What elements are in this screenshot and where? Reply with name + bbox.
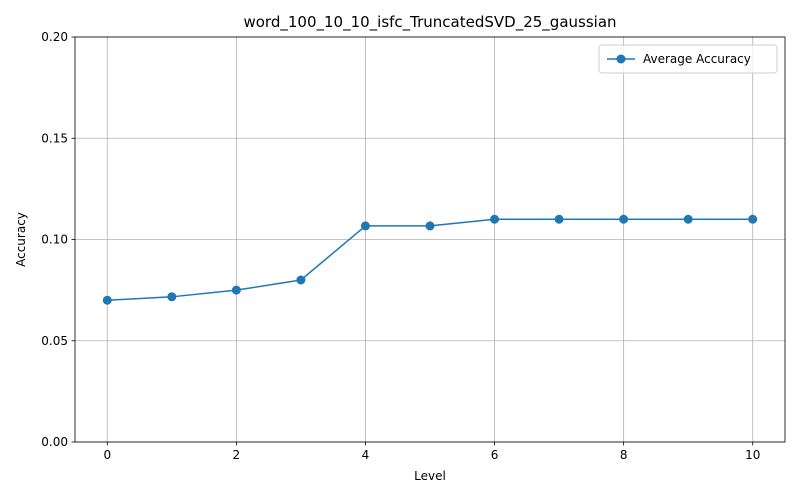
y-axis-label: Accuracy xyxy=(14,212,28,267)
data-point xyxy=(167,292,177,302)
x-tick-label: 0 xyxy=(103,448,111,462)
data-point xyxy=(296,275,306,285)
legend-series-marker xyxy=(616,54,626,64)
y-tick-label: 0.10 xyxy=(41,233,68,247)
data-point xyxy=(102,295,112,305)
series-layer xyxy=(102,214,758,305)
y-tick-label: 0.15 xyxy=(41,131,68,145)
data-point xyxy=(554,214,564,224)
legend: Average Accuracy xyxy=(598,44,778,74)
chart-title: word_100_10_10_isfc_TruncatedSVD_25_gaus… xyxy=(243,13,616,32)
ticks: 0 2 4 6 8 10 0.00 0.05 0.10 0.15 0.20 xyxy=(41,30,760,462)
data-point xyxy=(231,285,241,295)
legend-box xyxy=(598,44,778,74)
x-tick-label: 8 xyxy=(620,448,628,462)
y-tick-label: 0.20 xyxy=(41,30,68,44)
y-tick-label: 0.00 xyxy=(41,435,68,449)
x-tick-label: 2 xyxy=(233,448,241,462)
data-point xyxy=(748,214,758,224)
data-point xyxy=(619,214,629,224)
legend-entry-label: Average Accuracy xyxy=(643,52,751,66)
x-axis-label: Level xyxy=(414,469,446,483)
x-tick-label: 6 xyxy=(491,448,499,462)
x-tick-label: 4 xyxy=(362,448,370,462)
data-point xyxy=(683,214,693,224)
x-tick-label: 10 xyxy=(745,448,760,462)
y-tick-label: 0.05 xyxy=(41,334,68,348)
data-point xyxy=(490,214,500,224)
data-point xyxy=(360,221,370,231)
data-point xyxy=(425,221,435,231)
